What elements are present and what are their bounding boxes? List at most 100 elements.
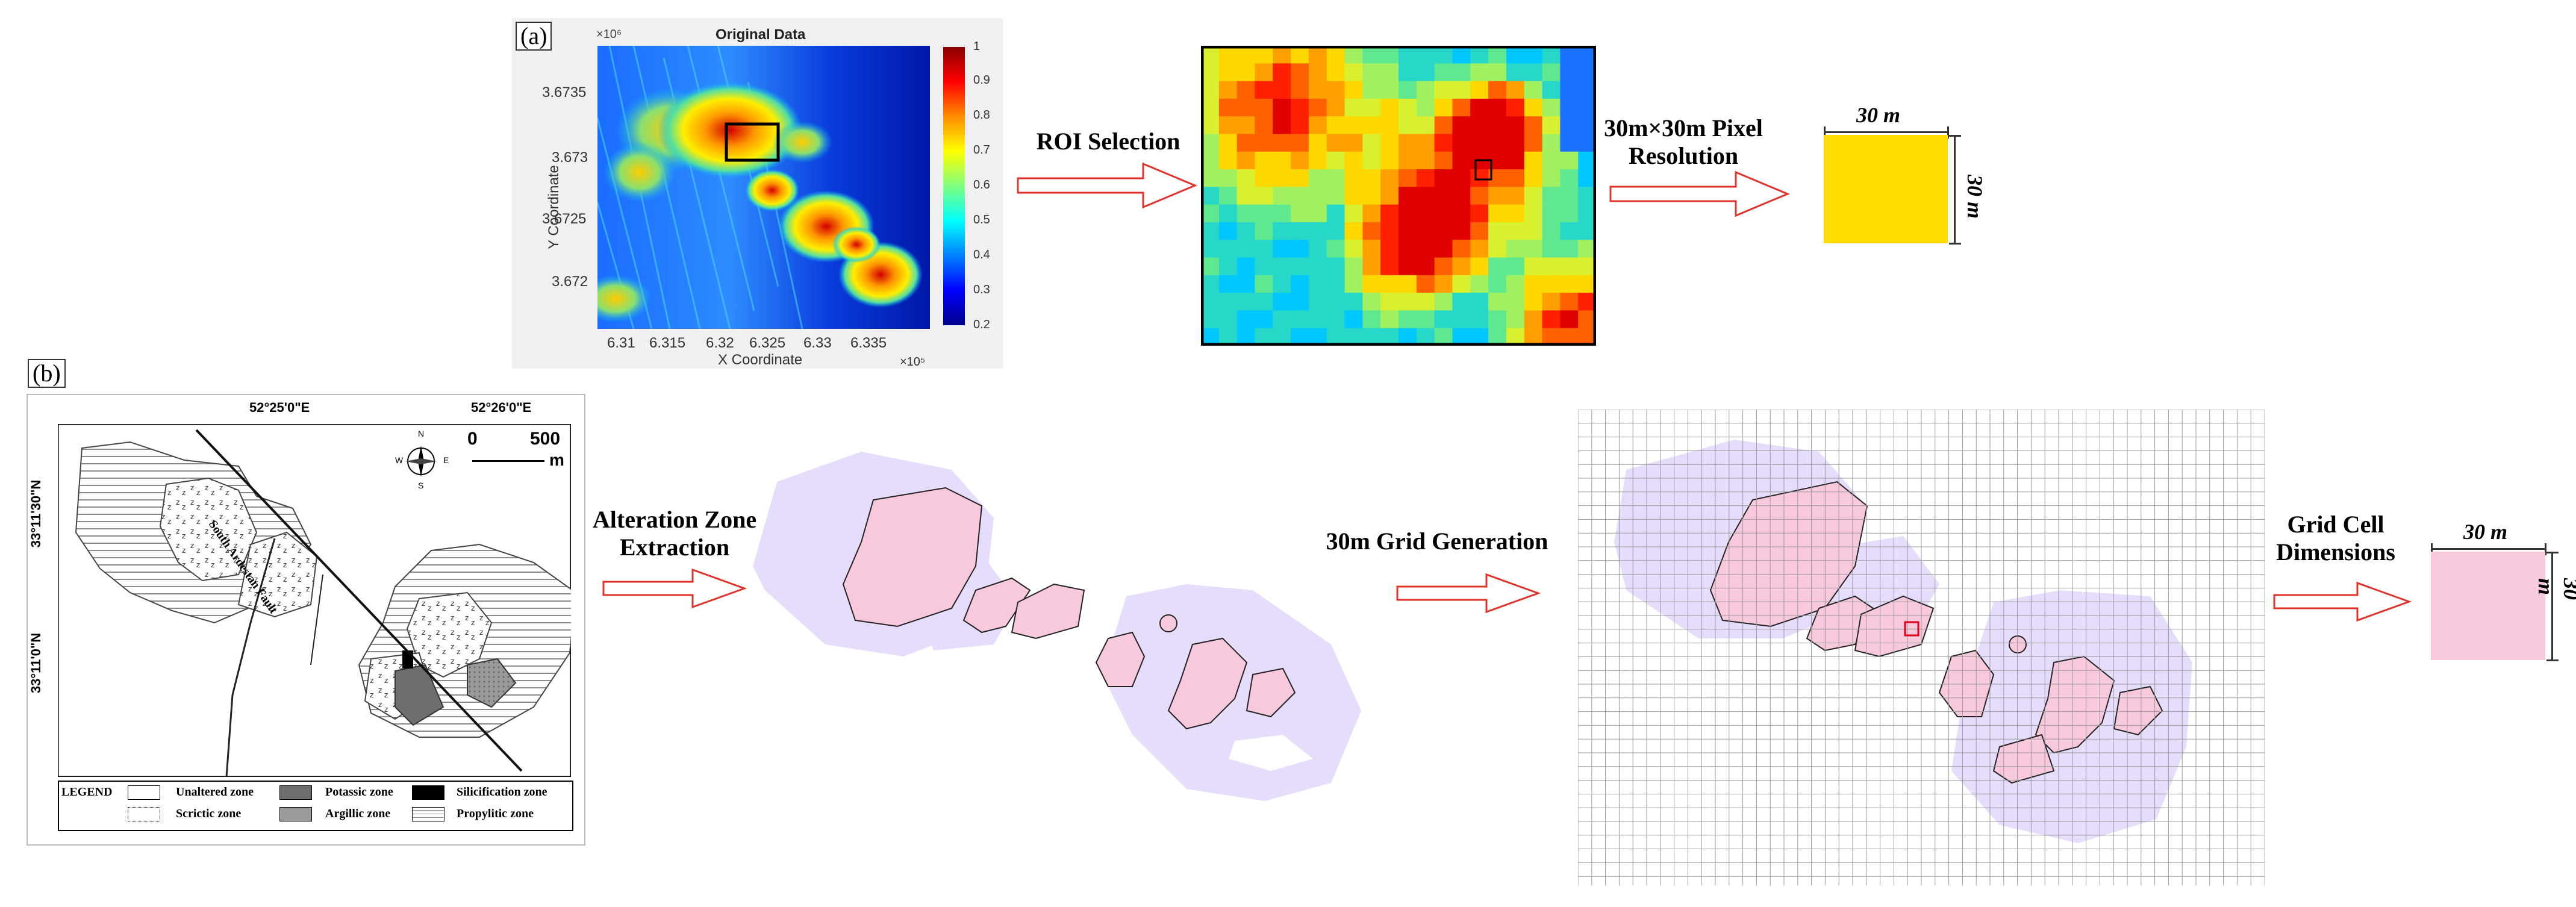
- roi-pixel: [1470, 275, 1489, 293]
- roi-pixel: [1506, 275, 1525, 293]
- colorbar-tick: 0.3: [973, 283, 990, 296]
- roi-pixel: [1542, 328, 1561, 346]
- roi-pixel: [1362, 310, 1381, 329]
- roi-pixel: [1434, 151, 1453, 170]
- roi-pixel: [1255, 151, 1273, 170]
- roi-pixel: [1291, 240, 1309, 258]
- roi-pixel: [1291, 187, 1309, 205]
- roi-pixel: [1308, 328, 1327, 346]
- roi-pixel: [1524, 98, 1543, 117]
- roi-pixel: [1273, 151, 1291, 170]
- roi-pixel: [1434, 257, 1453, 276]
- roi-pixel: [1560, 328, 1579, 346]
- roi-pixel: [1344, 222, 1363, 240]
- roi-pixel: [1560, 240, 1579, 258]
- roi-pixel: [1524, 187, 1543, 205]
- roi-pixel: [1201, 187, 1220, 205]
- roi-pixel: [1218, 204, 1238, 223]
- roi-pixel: [1218, 46, 1238, 64]
- roi-pixel: [1273, 240, 1291, 258]
- roi-pixel: [1434, 46, 1453, 64]
- roi-pixel: [1291, 81, 1309, 99]
- roi-pixel: [1416, 46, 1435, 64]
- roi-pixel: [1308, 293, 1327, 311]
- roi-pixel: [1255, 169, 1273, 187]
- roi-pixel: [1560, 151, 1579, 170]
- roi-pixel: [1380, 46, 1399, 64]
- grid-cell-dimensions-line2: Dimensions: [2276, 538, 2395, 566]
- roi-pixel: [1308, 257, 1327, 276]
- roi-pixel: [1524, 63, 1543, 82]
- alteration-extraction-line1: Alteration Zone: [592, 506, 757, 533]
- roi-pixel: [1380, 169, 1399, 187]
- roi-pixel: [1255, 187, 1273, 205]
- roi-pixel: [1488, 293, 1507, 311]
- alteration-extraction-line2: Extraction: [619, 534, 730, 561]
- roi-pixel: [1308, 63, 1327, 82]
- roi-pixel: [1506, 169, 1525, 187]
- roi-pixel: [1506, 187, 1525, 205]
- roi-pixel: [1362, 187, 1381, 205]
- roi-pixel: [1201, 240, 1220, 258]
- roi-pixel: [1273, 134, 1291, 152]
- roi-pixel: [1488, 116, 1507, 135]
- roi-pixel: [1506, 204, 1525, 223]
- roi-pixel: [1524, 257, 1543, 276]
- cell-height-label: 30 m: [1963, 175, 1987, 219]
- colorbar-tick: 0.6: [973, 178, 990, 192]
- roi-pixel: [1578, 310, 1596, 329]
- roi-pixel: [1416, 204, 1435, 223]
- panel-b-label: (b): [28, 359, 66, 388]
- roi-pixel: [1291, 63, 1309, 82]
- roi-pixel: [1452, 169, 1471, 187]
- roi-pixel: [1399, 240, 1417, 258]
- cell-width-label: 30 m: [1856, 103, 1901, 127]
- roi-pixel: [1524, 328, 1543, 346]
- roi-pixel: [1506, 328, 1525, 346]
- roi-pixel: [1560, 204, 1579, 223]
- roi-pixel: [1416, 222, 1435, 240]
- roi-pixel: [1452, 240, 1471, 258]
- roi-pixel: [1434, 81, 1453, 99]
- roi-pixel: [1326, 257, 1346, 276]
- roi-pixel: [1291, 98, 1309, 117]
- roi-pixel: [1416, 187, 1435, 205]
- roi-pixel: [1524, 46, 1543, 64]
- roi-pixel: [1362, 222, 1381, 240]
- roi-pixel: [1470, 293, 1489, 311]
- roi-pixel: [1326, 169, 1346, 187]
- roi-pixel: [1273, 116, 1291, 135]
- arrow-icon: [2273, 581, 2412, 622]
- grid-cell-pink: [2431, 552, 2545, 660]
- roi-pixel: [1542, 257, 1561, 276]
- roi-pixel: [1560, 81, 1579, 99]
- roi-pixel: [1578, 169, 1596, 187]
- roi-pixel: [1237, 169, 1256, 187]
- latitude-label: 33°11'30"N: [28, 479, 43, 548]
- roi-pixel: [1542, 187, 1561, 205]
- dimension-tick: [1949, 243, 1961, 245]
- roi-pixel: [1201, 204, 1220, 223]
- roi-pixel: [1560, 63, 1579, 82]
- roi-pixel: [1326, 310, 1346, 329]
- roi-pixel: [1237, 187, 1256, 205]
- roi-pixel: [1399, 98, 1417, 117]
- roi-pixel: [1416, 328, 1435, 346]
- roi-pixel: [1560, 275, 1579, 293]
- roi-pixel: [1308, 204, 1327, 223]
- scale-unit: m: [549, 450, 564, 469]
- roi-pixel: [1416, 310, 1435, 329]
- roi-pixel: [1434, 328, 1453, 346]
- roi-pixel: [1218, 222, 1238, 240]
- roi-pixel: [1542, 240, 1561, 258]
- roi-pixel: [1362, 293, 1381, 311]
- roi-pixel: [1560, 98, 1579, 117]
- roi-pixel: [1344, 46, 1363, 64]
- x-tick: 6.325: [749, 335, 786, 351]
- roi-pixel: [1452, 187, 1471, 205]
- roi-pixel: [1470, 328, 1489, 346]
- roi-pixel: [1362, 98, 1381, 117]
- roi-pixel: [1578, 134, 1596, 152]
- roi-pixel: [1326, 98, 1346, 117]
- roi-pixel: [1399, 187, 1417, 205]
